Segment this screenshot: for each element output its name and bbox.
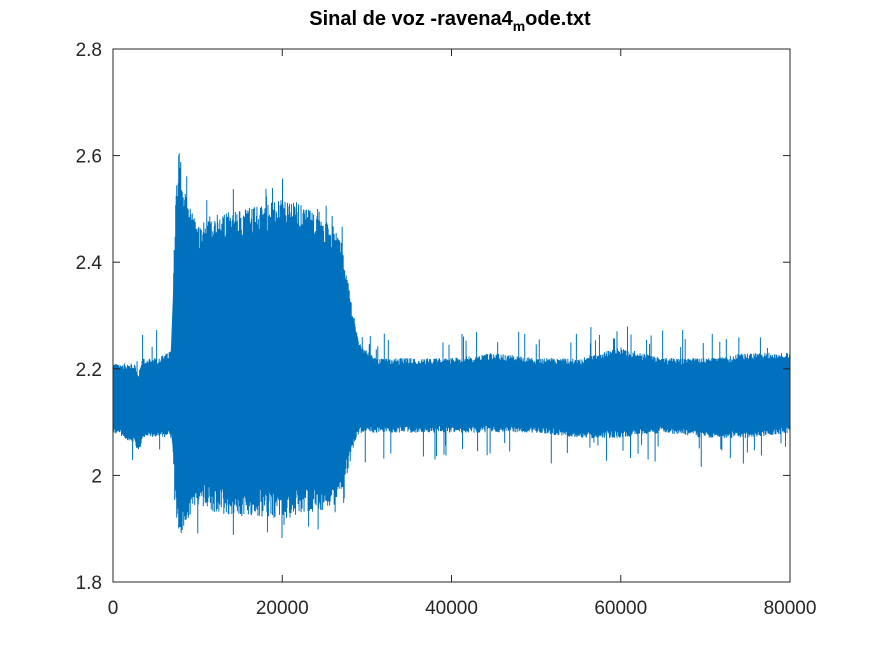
- x-tick-label: 80000: [764, 598, 817, 619]
- chart-title-main: Sinal de voz -ravena4: [309, 8, 513, 30]
- x-tick-label: 60000: [594, 598, 647, 619]
- chart-title-subscript: m: [513, 18, 525, 34]
- y-tick-label: 2: [91, 466, 102, 487]
- y-tick-label: 2.8: [76, 40, 102, 61]
- y-tick-label: 2.4: [76, 253, 103, 274]
- x-tick-label: 40000: [425, 598, 478, 619]
- x-axis: 0 20000 40000 60000 80000: [108, 49, 817, 619]
- y-tick-label: 2.2: [76, 360, 102, 381]
- x-tick-label: 20000: [256, 598, 309, 619]
- y-axis: 1.8 2 2.2 2.4 2.6 2.8: [76, 40, 790, 594]
- y-tick-label: 1.8: [76, 573, 102, 594]
- signal-core-band: [113, 196, 790, 501]
- chart-title: Sinal de voz -ravena4mode.txt: [309, 8, 591, 34]
- y-tick-label: 2.6: [76, 147, 102, 168]
- x-tick-label: 0: [108, 598, 119, 619]
- chart-title-suffix: ode.txt: [525, 8, 591, 30]
